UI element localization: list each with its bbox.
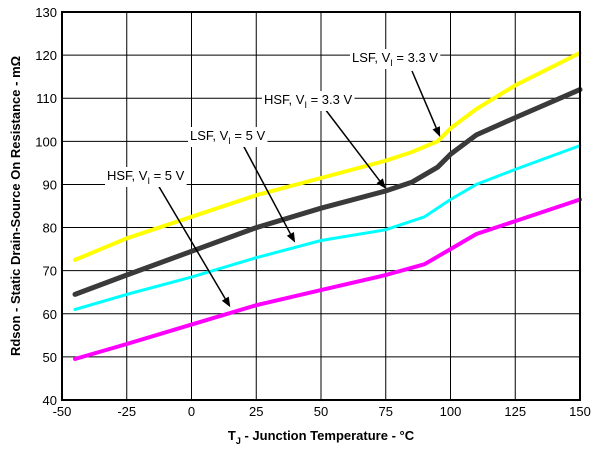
- tick-labels: -50 -25 0 25 50 75 100 125 150 40 50 60 70 80 90 100 110…: [35, 5, 591, 419]
- y-tick-label: 80: [43, 221, 57, 236]
- y-tick-label: 40: [43, 393, 57, 408]
- x-axis-title-rest: - Junction Temperature - °C: [241, 428, 415, 443]
- y-tick-label: 110: [36, 91, 57, 106]
- y-tick-label: 100: [35, 134, 57, 149]
- x-tick-label: 150: [569, 404, 591, 419]
- y-tick-label: 90: [43, 177, 57, 192]
- y-tick-label: 50: [43, 350, 57, 365]
- annotation-label-sub: I: [390, 58, 393, 68]
- x-tick-label: -25: [117, 404, 136, 419]
- x-axis-title-sub: J: [236, 436, 241, 446]
- x-tick-label: 25: [249, 404, 263, 419]
- y-axis-title: Rdson - Static Drain-Source On Resistanc…: [8, 56, 23, 356]
- annotation-label-main: LSF, V: [190, 128, 229, 143]
- y-tick-label: 130: [35, 5, 57, 20]
- annotation-label-bg: [350, 49, 441, 69]
- annotation-arrow-head: [376, 178, 386, 189]
- x-tick-label: 75: [379, 404, 393, 419]
- plot-frame: [61, 11, 581, 401]
- annotation-arrow-line: [411, 70, 437, 129]
- annotation-arrow-head: [221, 296, 231, 308]
- annotation-label-main: HSF, V: [107, 168, 148, 183]
- annotation-label-2: LSF, VI = 5 V: [188, 127, 268, 147]
- annotation-arrow-line: [324, 108, 381, 182]
- annotation-label-bg: [105, 167, 187, 187]
- series-line-1: [72, 87, 583, 297]
- y-tick-label: 70: [43, 264, 57, 279]
- annotation-label-main: HSF, V: [264, 92, 305, 107]
- annotation-label-1: HSF, VI = 3.3 V: [262, 91, 355, 111]
- x-tick-label: 50: [314, 404, 328, 419]
- annotation-label-text: HSF, VI = 3.3 V: [264, 92, 352, 110]
- annotation-label-rest: = 3.3 V: [393, 50, 438, 65]
- annotation-label-text: LSF, VI = 3.3 V: [352, 50, 438, 68]
- x-tick-label: 100: [440, 404, 462, 419]
- x-tick-label: -50: [53, 404, 72, 419]
- annotation-label-3: HSF, VI = 5 V: [105, 167, 187, 187]
- annotation-label-sub: I: [147, 176, 150, 186]
- y-tick-label: 60: [43, 307, 57, 322]
- annotation-label-rest: = 5 V: [150, 168, 185, 183]
- x-tick-label: 125: [504, 404, 526, 419]
- annotation-label-main: LSF, V: [352, 50, 391, 65]
- annotation-label-text: HSF, VI = 5 V: [107, 168, 185, 186]
- x-axis-title: TJ - Junction Temperature - °C: [228, 428, 415, 446]
- y-tick-label: 120: [35, 48, 57, 63]
- annotation-label-0: LSF, VI = 3.3 V: [350, 49, 441, 69]
- series-line-2: [73, 144, 582, 311]
- series-line-0: [73, 51, 582, 262]
- annotation-label-sub: I: [228, 136, 231, 146]
- annotation-arrow-line: [242, 144, 292, 235]
- annotation-arrow-head: [432, 126, 441, 138]
- annotation-label-text: LSF, VI = 5 V: [190, 128, 265, 146]
- annotation-arrows: [157, 70, 441, 308]
- series-lines: [72, 51, 583, 361]
- annotation-label-rest: = 5 V: [231, 128, 266, 143]
- annotation-label-rest: = 3.3 V: [307, 92, 352, 107]
- x-tick-label: 0: [188, 404, 195, 419]
- annotation-label-bg: [188, 127, 268, 147]
- annotation-label-bg: [262, 91, 355, 111]
- x-axis-title-main: T: [228, 428, 236, 443]
- annotation-arrow-line: [157, 184, 226, 300]
- annotation-label-sub: I: [304, 100, 307, 110]
- annotation-arrow-head: [286, 231, 296, 243]
- series-line-3: [73, 197, 582, 361]
